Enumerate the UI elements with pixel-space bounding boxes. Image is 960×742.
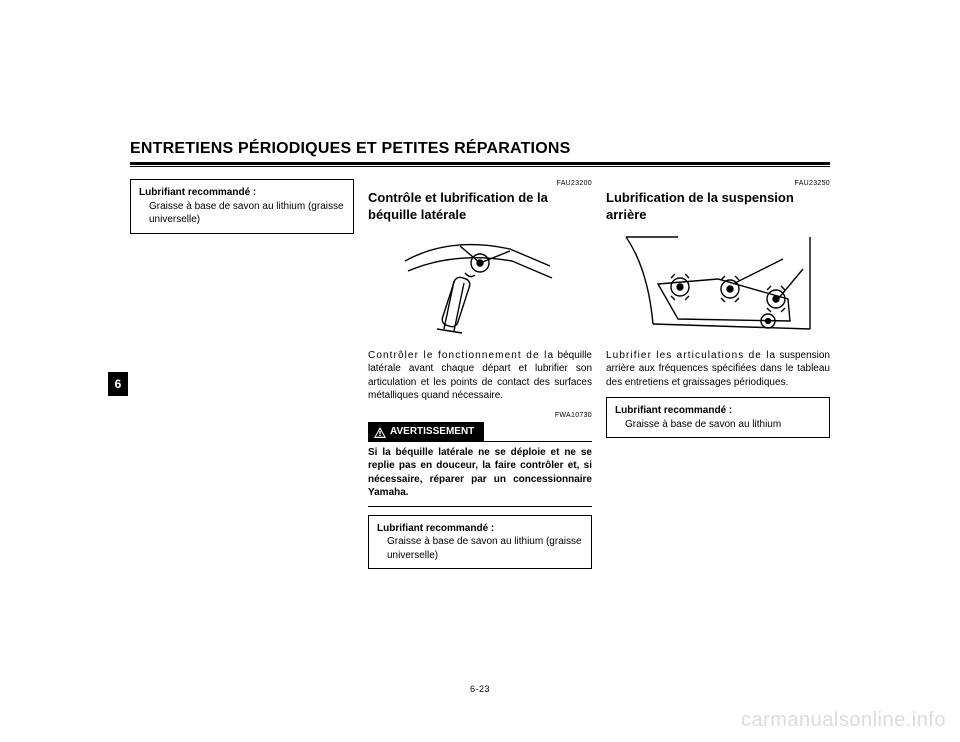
side-stand-icon (390, 231, 570, 336)
warning-header: AVERTISSEMENT (368, 422, 592, 442)
lubricant-value: Graisse à base de savon au lithium (grai… (377, 535, 583, 562)
page-title: ENTRETIENS PÉRIODIQUES ET PETITES RÉPARA… (130, 140, 830, 158)
warning-label-text: AVERTISSEMENT (390, 425, 474, 439)
lubricant-box: Lubrifiant recommandé : Graisse à base d… (368, 515, 592, 570)
lubricant-label: Lubrifiant recommandé : (615, 404, 821, 418)
body-text: Lubrifier les articulations de la suspen… (606, 349, 830, 390)
body-text-line1: Contrôler le fonctionnement de la (368, 350, 554, 361)
page-content: ENTRETIENS PÉRIODIQUES ET PETITES RÉPARA… (130, 140, 830, 700)
lubricant-box: Lubrifiant recommandé : Graisse à base d… (130, 179, 354, 234)
figure-rear-suspension (606, 229, 830, 339)
rear-suspension-icon (618, 229, 818, 339)
warning-label: AVERTISSEMENT (368, 422, 484, 442)
columns: Lubrifiant recommandé : Graisse à base d… (130, 179, 830, 579)
ref-code: FAU23250 (606, 179, 830, 188)
ref-code: FAU23200 (368, 179, 592, 188)
warning-header-rule (484, 441, 592, 442)
warning-block: AVERTISSEMENT Si la béquille latérale ne… (368, 422, 592, 507)
section-title: Lubrification de la suspension arrière (606, 190, 830, 223)
figure-side-stand (368, 229, 592, 339)
lubricant-label: Lubrifiant recommandé : (377, 522, 583, 536)
lubricant-label: Lubrifiant recommandé : (139, 186, 345, 200)
watermark: carmanualsonline.info (741, 709, 946, 732)
body-text-line1: Lubrifier les articulations de la (606, 350, 776, 361)
lubricant-value: Graisse à base de savon au lithium (615, 418, 821, 432)
lubricant-box: Lubrifiant recommandé : Graisse à base d… (606, 397, 830, 438)
section-title: Contrôle et lubrification de la béquille… (368, 190, 592, 223)
warning-triangle-icon (374, 427, 386, 438)
column-1: Lubrifiant recommandé : Graisse à base d… (130, 179, 354, 579)
ref-code: FWA10730 (368, 411, 592, 420)
header-rule (130, 162, 830, 167)
column-2: FAU23200 Contrôle et lubrification de la… (368, 179, 592, 579)
page-number: 6-23 (470, 684, 490, 694)
column-3: FAU23250 Lubrification de la suspension … (606, 179, 830, 579)
body-text: Contrôler le fonctionnement de la béquil… (368, 349, 592, 403)
warning-text: Si la béquille latérale ne se déploie et… (368, 446, 592, 507)
lubricant-value: Graisse à base de savon au lithium (grai… (139, 200, 345, 227)
chapter-side-tab: 6 (108, 372, 128, 396)
